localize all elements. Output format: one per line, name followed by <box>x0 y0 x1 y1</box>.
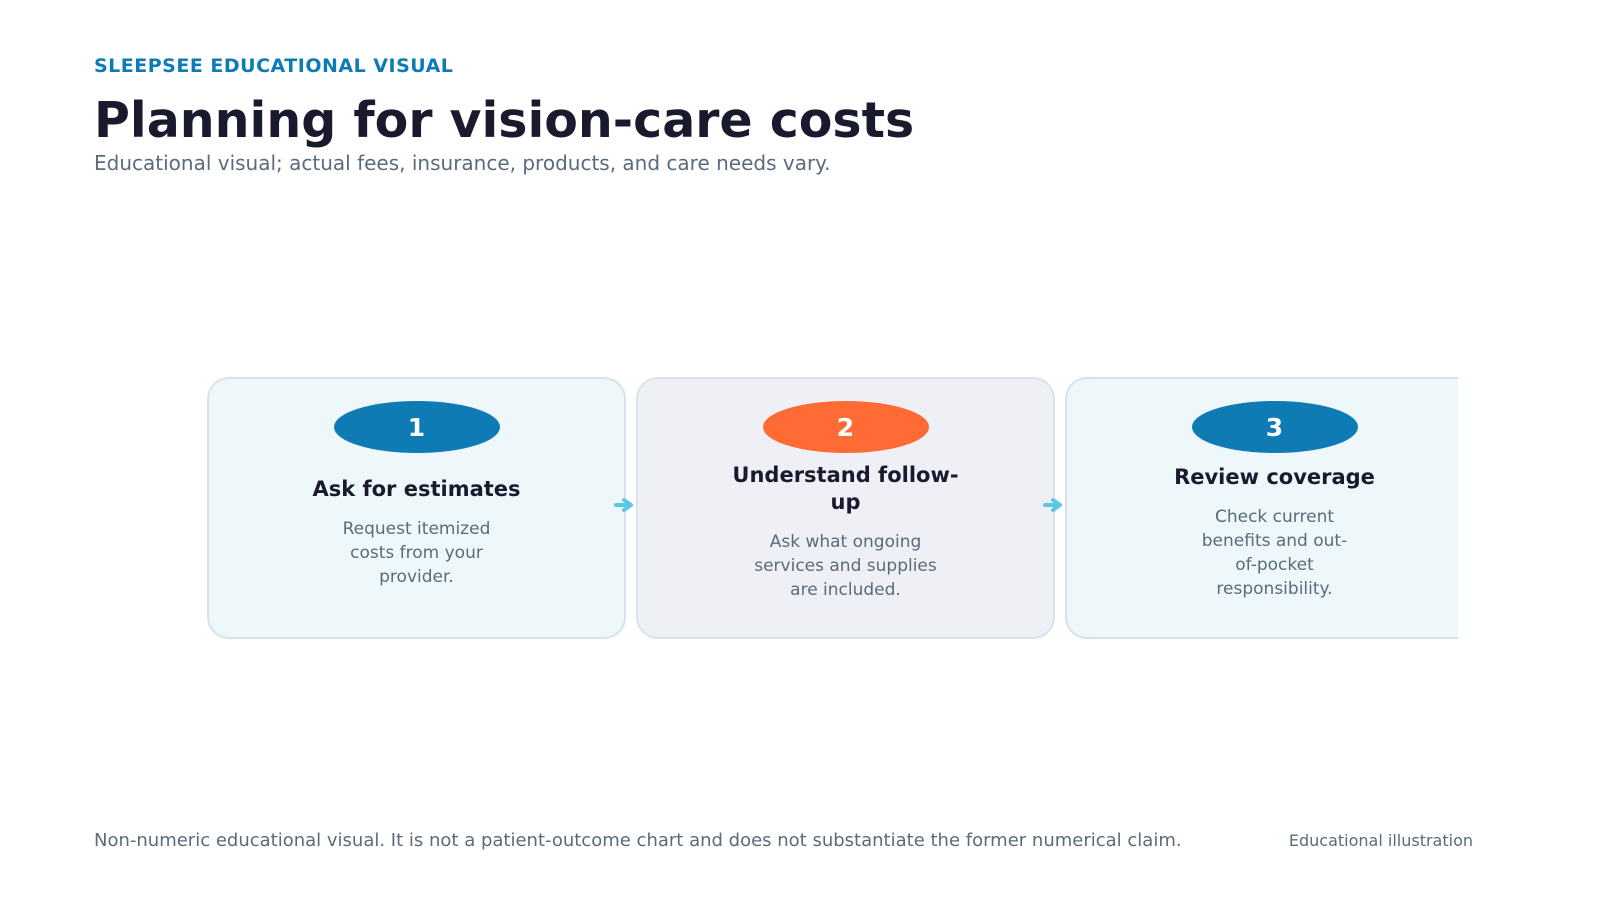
step-title: Ask for estimates <box>312 476 521 501</box>
step-number: 1 <box>333 401 500 453</box>
arrow <box>1043 498 1062 512</box>
step-card: 1 Ask for estimates Request itemized costs… <box>207 377 626 639</box>
step-flow: 1 Ask for estimates Request itemized costs… <box>207 377 1458 639</box>
step-content: Ask for estimates Request itemized costs … <box>312 453 520 637</box>
step-body: Request itemized costs from your provide… <box>342 518 491 587</box>
step-title: Understand follow-up <box>732 463 959 514</box>
subtitle: Educational visual; actual fees, insuran… <box>94 151 831 175</box>
arrow <box>614 498 633 512</box>
step-body: Ask what ongoing services and supplies a… <box>754 532 937 600</box>
step-body: Check current benefits and out-of-pocket… <box>1201 506 1348 599</box>
step-number: 2 <box>762 401 929 453</box>
footer-tag: Educational illustration <box>1288 831 1473 850</box>
step-content: Understand follow-up Ask what ongoing ser… <box>728 453 963 637</box>
step-card: 3 Review coverage Check current benefits a… <box>1065 377 1458 639</box>
eyebrow: SLEEPSEE EDUCATIONAL VISUAL <box>94 55 454 77</box>
step-card: 2 Understand follow-up Ask what ongoing se… <box>636 377 1055 639</box>
footer-note: Non-numeric educational visual. It is no… <box>94 830 1182 851</box>
step-title: Review coverage <box>1174 464 1375 489</box>
step-content: Review coverage Check current benefits an… <box>1174 453 1375 637</box>
title: Planning for vision-care costs <box>94 92 915 149</box>
step-number: 3 <box>1191 401 1358 453</box>
